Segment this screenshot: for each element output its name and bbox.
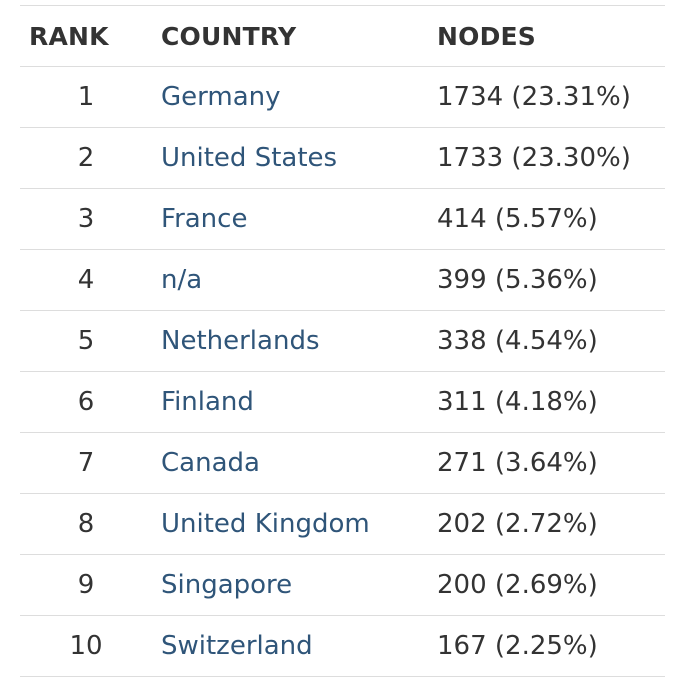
rank-cell: 1: [20, 66, 152, 128]
rank-cell: 6: [20, 371, 152, 433]
rank-cell: 7: [20, 432, 152, 494]
rank-cell: 3: [20, 188, 152, 250]
nodes-by-country-table-container: RANK COUNTRY NODES 1 Germany 1734 (23.31…: [20, 5, 665, 677]
table-row: 4 n/a 399 (5.36%): [20, 249, 665, 311]
nodes-column-header: NODES: [428, 5, 665, 67]
table-row: 1 Germany 1734 (23.31%): [20, 66, 665, 128]
nodes-cell: 167 (2.25%): [428, 615, 665, 677]
rank-cell: 4: [20, 249, 152, 311]
country-cell: n/a: [152, 249, 428, 311]
country-cell: United States: [152, 127, 428, 189]
rank-column-header: RANK: [20, 5, 152, 67]
nodes-cell: 414 (5.57%): [428, 188, 665, 250]
country-cell: France: [152, 188, 428, 250]
table-row: 5 Netherlands 338 (4.54%): [20, 310, 665, 372]
country-link[interactable]: United Kingdom: [161, 509, 370, 539]
country-cell: United Kingdom: [152, 493, 428, 555]
nodes-cell: 399 (5.36%): [428, 249, 665, 311]
table-row: 6 Finland 311 (4.18%): [20, 371, 665, 433]
table-row: 8 United Kingdom 202 (2.72%): [20, 493, 665, 555]
country-link[interactable]: Singapore: [161, 570, 293, 600]
nodes-cell: 1733 (23.30%): [428, 127, 665, 189]
nodes-cell: 1734 (23.31%): [428, 66, 665, 128]
country-link[interactable]: Switzerland: [161, 631, 313, 661]
nodes-cell: 200 (2.69%): [428, 554, 665, 616]
table-row: 9 Singapore 200 (2.69%): [20, 554, 665, 616]
nodes-cell: 311 (4.18%): [428, 371, 665, 433]
country-cell: Germany: [152, 66, 428, 128]
nodes-cell: 202 (2.72%): [428, 493, 665, 555]
rank-cell: 9: [20, 554, 152, 616]
country-column-header: COUNTRY: [152, 5, 428, 67]
table-header-row: RANK COUNTRY NODES: [20, 5, 665, 67]
rank-cell: 2: [20, 127, 152, 189]
country-link[interactable]: Canada: [161, 448, 260, 478]
country-cell: Singapore: [152, 554, 428, 616]
table-row: 10 Switzerland 167 (2.25%): [20, 615, 665, 677]
nodes-by-country-table: RANK COUNTRY NODES 1 Germany 1734 (23.31…: [20, 5, 665, 677]
rank-cell: 10: [20, 615, 152, 677]
country-link[interactable]: n/a: [161, 265, 203, 295]
table-row: 3 France 414 (5.57%): [20, 188, 665, 250]
country-link[interactable]: Germany: [161, 82, 281, 112]
country-cell: Switzerland: [152, 615, 428, 677]
rank-cell: 8: [20, 493, 152, 555]
country-link[interactable]: Netherlands: [161, 326, 320, 356]
table-row: 2 United States 1733 (23.30%): [20, 127, 665, 189]
nodes-cell: 338 (4.54%): [428, 310, 665, 372]
table-row: 7 Canada 271 (3.64%): [20, 432, 665, 494]
country-link[interactable]: United States: [161, 143, 338, 173]
country-cell: Canada: [152, 432, 428, 494]
country-cell: Finland: [152, 371, 428, 433]
country-link[interactable]: Finland: [161, 387, 254, 417]
rank-cell: 5: [20, 310, 152, 372]
country-link[interactable]: France: [161, 204, 248, 234]
country-cell: Netherlands: [152, 310, 428, 372]
nodes-cell: 271 (3.64%): [428, 432, 665, 494]
